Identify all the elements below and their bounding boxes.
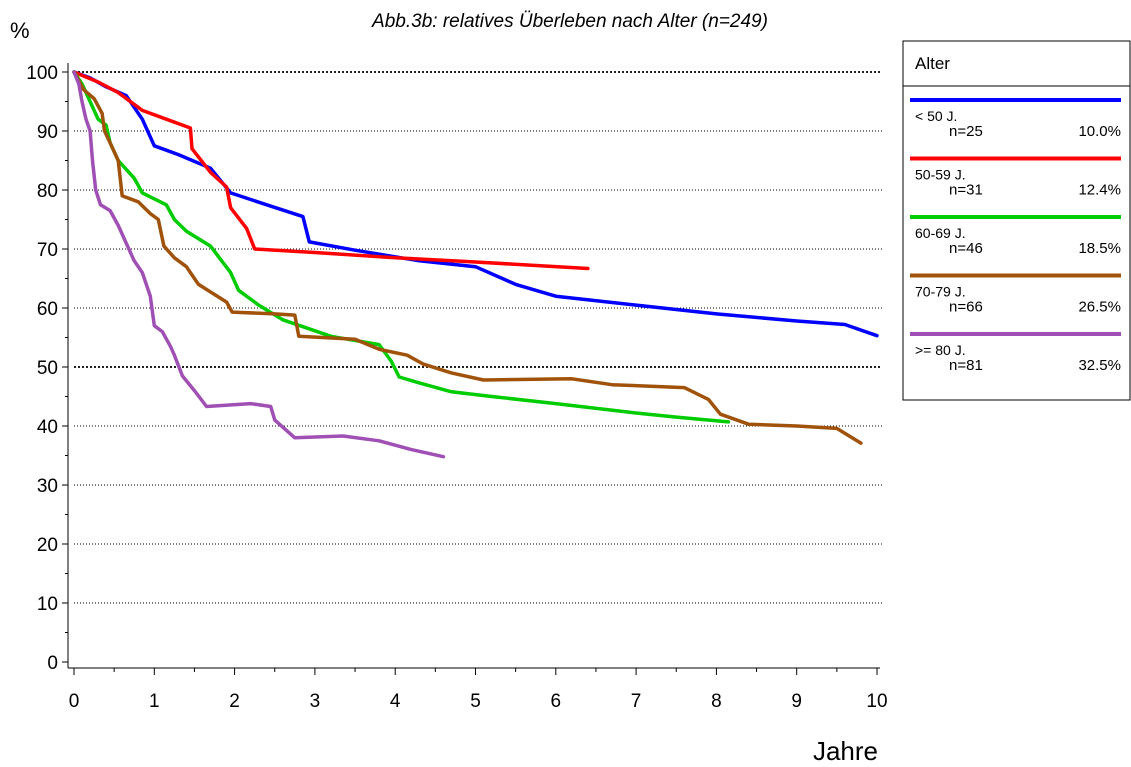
legend-percent-1: 10.0% (1078, 123, 1121, 140)
legend-percent-3: 18.5% (1078, 240, 1121, 257)
legend-label-1: < 50 J. (915, 108, 957, 124)
y-tick-label-60: 60 (37, 299, 58, 320)
chart-title: Abb.3b: relatives Überleben nach Alter (… (371, 11, 768, 32)
legend-count-5: n=81 (949, 357, 983, 374)
legend-count-2: n=31 (949, 182, 983, 199)
series-line-2 (72, 70, 590, 271)
series-line-3 (72, 70, 731, 424)
series-line-5 (72, 70, 446, 459)
axes: 0 10 20 30 40 50 60 70 80 90 100 0 1 2 3 4 5 6 7 8 9 10 (26, 63, 888, 712)
x-tick-label-2: 2 (229, 691, 240, 712)
legend-items: < 50 J.n=25 10.0% 50-59 J.n=31 12.4% 60-69 J… (910, 98, 1121, 374)
x-tick-label-0: 0 (69, 691, 80, 712)
legend-percent-2: 12.4% (1078, 182, 1121, 199)
y-tick-label-70: 70 (37, 240, 58, 261)
series-line-1 (72, 70, 879, 338)
y-axis-label: % (10, 18, 30, 43)
y-tick-label-40: 40 (37, 417, 58, 438)
x-tick-label-1: 1 (149, 691, 160, 712)
x-tick-label-9: 9 (791, 691, 802, 712)
x-tick-label-5: 5 (470, 691, 481, 712)
legend-percent-4: 26.5% (1078, 299, 1121, 316)
x-tick-label-6: 6 (551, 691, 562, 712)
legend-count-3: n=46 (949, 240, 983, 257)
series-line-4 (72, 70, 863, 445)
legend-label-4: 70-79 J. (915, 284, 966, 300)
legend: Alter < 50 J.n=25 10.0% 50-59 J.n=31 12.4% 6… (902, 40, 1131, 401)
y-tick-label-0: 0 (47, 653, 58, 674)
y-tick-label-90: 90 (37, 122, 58, 143)
x-tick-label-8: 8 (711, 691, 722, 712)
y-tick-label-20: 20 (37, 535, 58, 556)
y-tick-label-80: 80 (37, 181, 58, 202)
y-tick-label-100: 100 (26, 63, 58, 84)
legend-label-3: 60-69 J. (915, 225, 966, 241)
legend-count-4: n=66 (949, 299, 983, 316)
y-tick-label-10: 10 (37, 594, 58, 615)
x-tick-label-4: 4 (390, 691, 401, 712)
x-tick-label-10: 10 (866, 691, 887, 712)
y-tick-label-30: 30 (37, 476, 58, 497)
legend-count-1: n=25 (949, 123, 983, 140)
grid-lines (74, 71, 882, 604)
legend-label-2: 50-59 J. (915, 167, 966, 183)
legend-title: Alter (915, 54, 950, 73)
legend-percent-5: 32.5% (1078, 357, 1121, 374)
x-tick-label-3: 3 (310, 691, 321, 712)
y-tick-label-50: 50 (37, 358, 58, 379)
x-axis-label: Jahre (813, 736, 878, 766)
x-tick-label-7: 7 (631, 691, 642, 712)
legend-label-5: >= 80 J. (915, 342, 966, 358)
series-lines (72, 70, 879, 459)
